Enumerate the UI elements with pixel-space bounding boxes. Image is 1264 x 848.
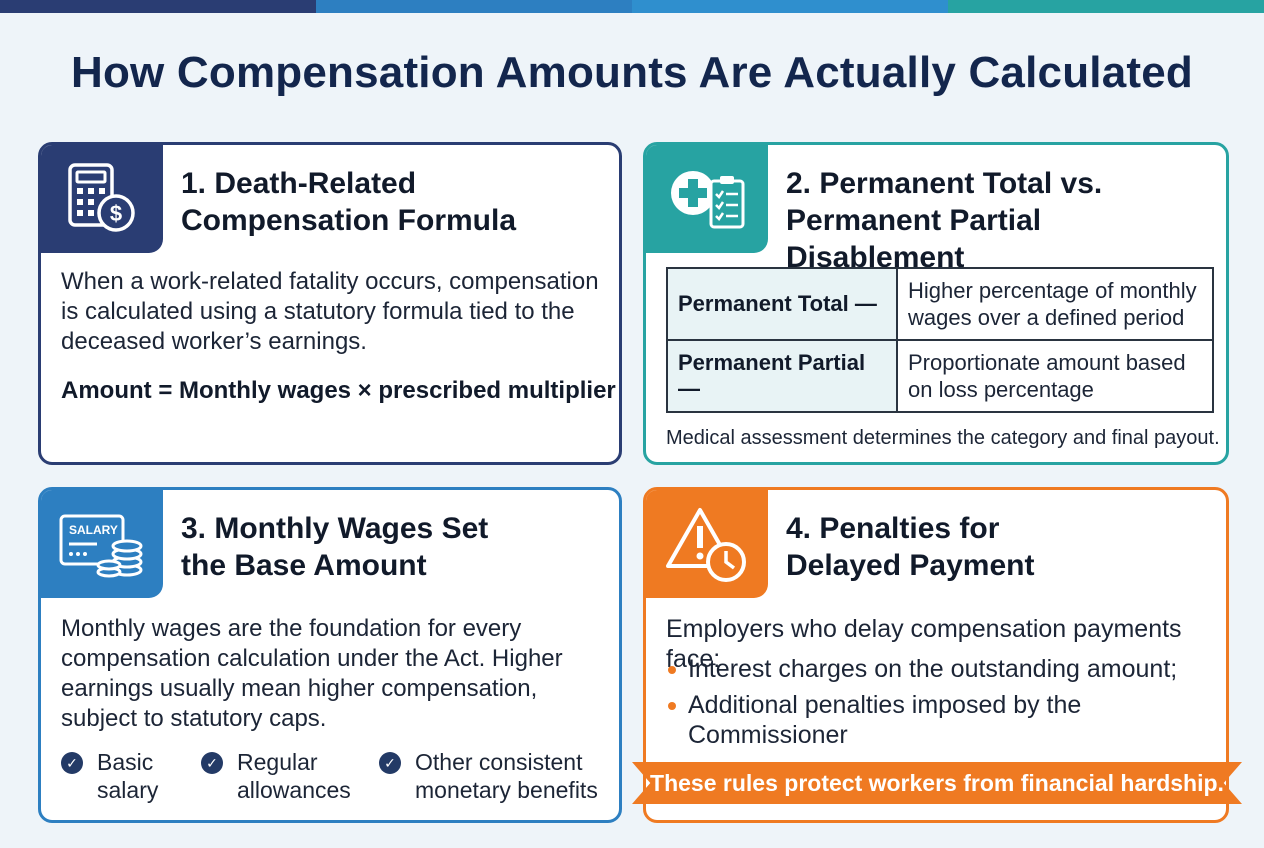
disablement-table: Permanent Total — Higher percentage of m…: [666, 267, 1214, 413]
table-row: Permanent Total — Higher percentage of m…: [666, 267, 1214, 341]
check-item: ✓ Regular allowances: [201, 748, 351, 804]
table-row: Permanent Partial — Proportionate amount…: [666, 339, 1214, 413]
salary-label: SALARY: [69, 523, 118, 537]
checkmark-icon: ✓: [201, 752, 223, 774]
summary-ribbon: These rules protect workers from financi…: [632, 762, 1242, 804]
card-heading: 1. Death-Related Compensation Formula: [181, 167, 517, 237]
page-title: How Compensation Amounts Are Actually Ca…: [71, 48, 1193, 97]
table-cell-label: Permanent Total —: [666, 267, 898, 341]
calculator-dollar-icon: $: [41, 145, 163, 253]
formula-text: Amount = Monthly wages × prescribed mult…: [61, 377, 616, 404]
list-item: Additional penalties imposed by the Comm…: [666, 690, 1086, 750]
card-body: Monthly wages are the foundation for eve…: [61, 615, 563, 732]
warning-clock-icon: [646, 490, 768, 598]
checkmark-icon: ✓: [379, 752, 401, 774]
checkmark-icon: ✓: [61, 752, 83, 774]
card-disablement: 2. Permanent Total vs. Permanent Partial…: [643, 142, 1229, 465]
card-intro: Employers who delay compensation payment…: [666, 615, 1182, 673]
check-item: ✓ Other consistent monetary benefits: [379, 748, 598, 804]
card-penalties: 4. Penalties for Delayed Payment Employe…: [632, 487, 1242, 823]
salary-coins-icon: SALARY: [41, 490, 163, 598]
card-heading: 4. Penalties for Delayed Payment: [786, 512, 1035, 582]
check-item: ✓ Basic salary: [61, 748, 158, 804]
list-item: Interest charges on the outstanding amou…: [666, 654, 1177, 684]
card-note: Medical assessment determines the catego…: [666, 427, 1220, 449]
medical-clipboard-icon: [646, 145, 768, 253]
table-cell-label: Permanent Partial —: [666, 339, 898, 413]
penalty-list: Interest charges on the outstanding amou…: [666, 654, 1177, 756]
card-monthly-wages: SALARY 3. Monthly Wages Set the Base Amo…: [38, 487, 622, 823]
table-cell-desc: Proportionate amount based on loss perce…: [896, 339, 1214, 413]
top-color-bar: [0, 0, 1264, 13]
card-body: When a work-related fatality occurs, com…: [61, 268, 599, 355]
svg-text:$: $: [110, 201, 122, 226]
table-cell-desc: Higher percentage of monthly wages over …: [896, 267, 1214, 341]
card-death-compensation: $ 1. Death-Related Compensation Formula …: [38, 142, 622, 465]
card-heading: 2. Permanent Total vs. Permanent Partial…: [786, 167, 1103, 274]
card-heading: 3. Monthly Wages Set the Base Amount: [181, 512, 489, 582]
